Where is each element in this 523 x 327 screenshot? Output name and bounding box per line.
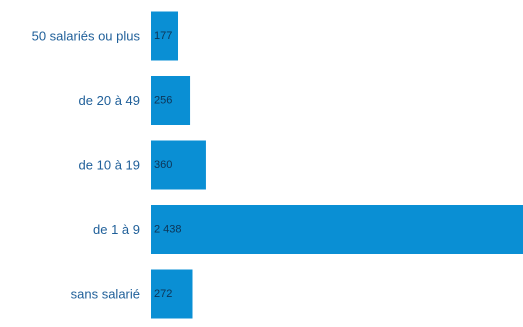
bar-3 [151,205,523,254]
value-labels-group: 177 256 360 2 438 272 [154,30,182,300]
category-label-0: 50 salariés ou plus [32,29,141,44]
bar-1 [151,76,191,125]
bar-2 [151,140,206,190]
value-label-0: 177 [154,30,172,42]
bars-group [151,11,523,319]
bar-4 [151,269,193,319]
value-label-2: 360 [154,159,172,171]
category-labels-group: 50 salariés ou plus de 20 à 49 de 10 à 19 d… [32,29,141,302]
value-label-1: 256 [154,95,172,107]
category-label-1: de 20 à 49 [79,93,140,108]
value-label-4: 272 [154,288,172,300]
bar-0 [151,11,179,61]
category-label-4: sans salarié [71,287,140,302]
category-label-2: de 10 à 19 [79,158,140,173]
category-label-3: de 1 à 9 [93,222,140,237]
value-label-3: 2 438 [154,224,182,236]
